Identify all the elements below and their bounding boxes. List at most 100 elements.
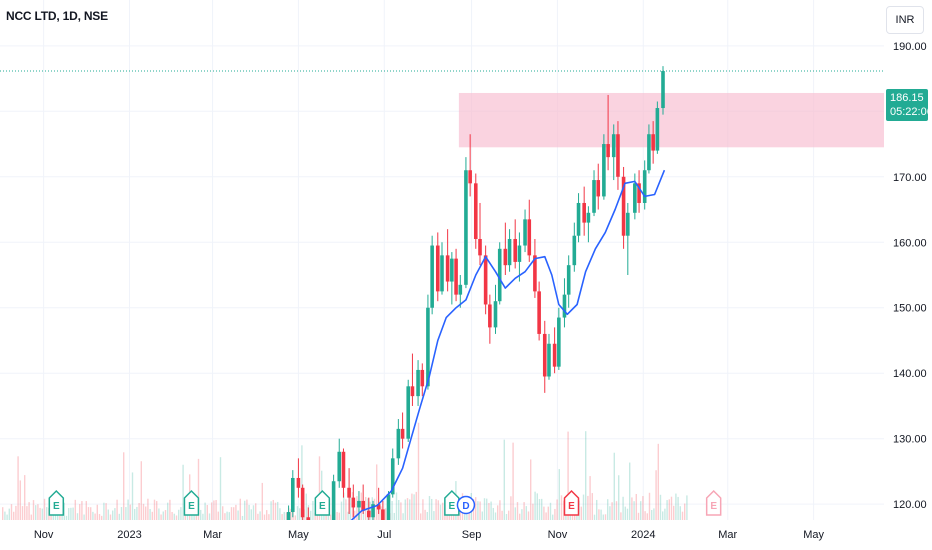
candle-body <box>473 183 478 239</box>
earnings-badge <box>183 489 200 516</box>
y-tick-label: 130.00 <box>893 434 927 446</box>
x-tick-label: 2023 <box>117 529 141 541</box>
event-label: E <box>188 501 195 512</box>
volume-bar <box>263 514 266 520</box>
time-axis[interactable]: Nov 2023 Mar May Jul Sep Nov 2024 Mar May <box>0 520 884 550</box>
volume-bar <box>653 508 655 520</box>
volume-bar <box>545 512 547 520</box>
candle-body <box>562 294 567 318</box>
volume-bar <box>257 513 259 520</box>
earnings-badge <box>705 489 722 516</box>
earnings-marker[interactable]: E <box>705 489 722 516</box>
price-axis-background <box>884 0 932 550</box>
volume-bar <box>233 507 235 520</box>
volume-bar <box>668 499 670 520</box>
price-axis[interactable]: 120.00130.00140.00150.00160.00170.00180.… <box>884 0 932 550</box>
volume-bar <box>116 499 118 520</box>
volume-bar <box>607 499 609 520</box>
volume-bar <box>208 513 211 520</box>
y-tick-label: 150.00 <box>893 303 927 315</box>
volume-bar <box>63 502 65 520</box>
candle-body <box>290 477 295 513</box>
volume-bar <box>244 500 246 520</box>
y-tick-label: 120.00 <box>893 499 927 511</box>
volume-bar <box>558 469 560 520</box>
volume-bar <box>481 511 483 520</box>
candle-body <box>523 219 527 246</box>
volume-bar <box>420 513 422 520</box>
candle-body <box>642 170 647 203</box>
candle-body <box>483 255 488 305</box>
volume-bar <box>338 512 340 520</box>
volume-bar <box>631 497 633 520</box>
earnings-marker[interactable]: E <box>183 489 200 516</box>
candle-body <box>517 245 522 262</box>
volume-bar <box>552 514 554 520</box>
volume-bar <box>662 511 664 520</box>
event-label: E <box>319 501 326 512</box>
volume-bar <box>224 513 226 520</box>
volume-bar <box>417 422 420 520</box>
candle-body <box>547 343 551 377</box>
volume-bar <box>415 491 417 520</box>
volume-bar <box>151 511 153 520</box>
volume-bar <box>85 501 87 520</box>
volume-bar <box>114 508 116 520</box>
volume-bar <box>61 512 63 520</box>
x-tick-label: Nov <box>548 529 568 541</box>
volume-bar <box>305 493 307 520</box>
volume-bar <box>404 499 406 520</box>
volume-bar <box>182 464 184 520</box>
event-label: D <box>462 501 469 512</box>
volume-bar <box>156 501 158 520</box>
volume-bar <box>76 513 79 520</box>
volume-bar <box>345 499 347 520</box>
candle-body <box>400 428 405 439</box>
candle-body <box>621 176 626 236</box>
x-tick-label: May <box>803 529 824 541</box>
candle-body <box>430 245 434 308</box>
volume-bar <box>486 498 488 520</box>
volume-bar <box>620 512 622 520</box>
x-tick-label: Sep <box>462 529 482 541</box>
volume-bar <box>131 472 134 520</box>
volume-bar <box>109 514 112 520</box>
earnings-marker[interactable]: E <box>48 489 65 516</box>
volume-bar <box>477 501 479 520</box>
volume-bar <box>26 506 28 520</box>
resistance-zone[interactable] <box>458 92 884 148</box>
last-price-tag: 186.15 05:22:06 <box>886 89 932 121</box>
candle-body <box>458 284 463 295</box>
volume-bar <box>35 505 37 520</box>
volume-bar <box>400 502 402 520</box>
volume-bar <box>65 515 68 520</box>
dividend-marker[interactable]: D <box>456 495 476 515</box>
volume-bar <box>521 509 523 520</box>
earnings-marker[interactable]: E <box>314 489 331 516</box>
volume-bar <box>274 502 277 520</box>
candle-body <box>426 307 430 387</box>
candle-body <box>651 134 655 151</box>
candle-body <box>582 202 586 223</box>
volume-bar <box>120 507 123 520</box>
candle-body <box>347 487 351 498</box>
candle-body <box>488 304 492 328</box>
volume-bar <box>360 492 362 520</box>
bar-countdown: 05:22:06 <box>890 106 932 118</box>
earnings-marker[interactable]: E <box>563 489 580 516</box>
volume-bar <box>547 506 549 520</box>
volume-bar <box>153 499 156 520</box>
volume-bar <box>178 509 180 520</box>
earnings-marker[interactable]: E <box>444 489 460 516</box>
volume-bar <box>294 515 296 520</box>
volume-bar <box>651 509 653 520</box>
volume-bar <box>673 505 675 520</box>
volume-bar <box>81 501 83 520</box>
volume-bar <box>428 496 431 520</box>
currency-button[interactable]: INR <box>886 6 924 34</box>
candle-body <box>633 183 637 213</box>
volume-bar <box>596 499 598 520</box>
volume-bar <box>180 507 182 520</box>
